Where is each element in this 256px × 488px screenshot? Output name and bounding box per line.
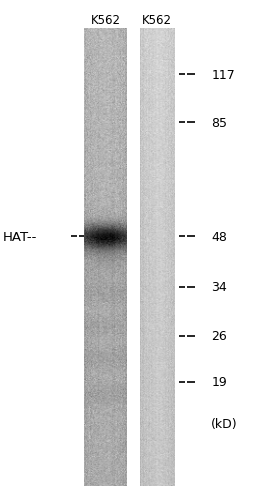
Text: 26: 26 (211, 329, 227, 343)
Text: 85: 85 (211, 116, 227, 129)
Text: 34: 34 (211, 281, 227, 294)
Text: (kD): (kD) (211, 417, 238, 430)
Text: 117: 117 (211, 68, 235, 81)
Text: 19: 19 (211, 375, 227, 388)
Text: K562: K562 (91, 14, 121, 27)
Text: 48: 48 (211, 230, 227, 244)
Text: K562: K562 (142, 14, 172, 27)
Text: HAT--: HAT-- (3, 230, 37, 244)
